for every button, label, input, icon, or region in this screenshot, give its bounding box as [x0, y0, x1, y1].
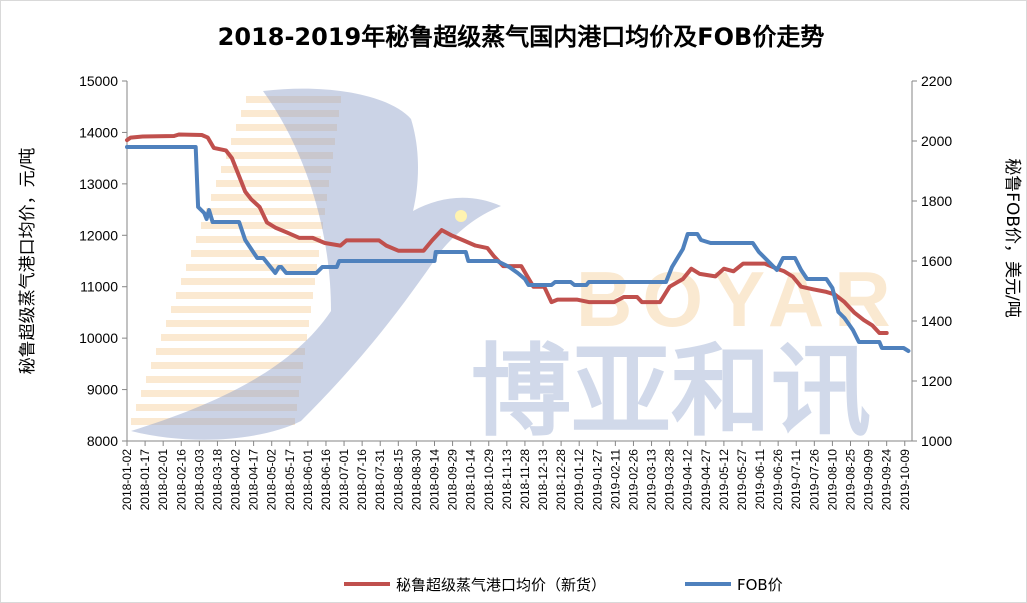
watermark-stripe: [146, 376, 301, 383]
watermark-stripe: [156, 348, 305, 355]
left-axis-label: 秘鲁超级蒸气港口均价，元/吨: [18, 148, 38, 375]
x-tick-label: 2019-01-27: [590, 449, 604, 511]
left-tick-label: 10000: [79, 330, 118, 346]
watermark-stripe: [221, 166, 331, 173]
watermark-stripe: [241, 110, 339, 117]
watermark-stripe: [131, 418, 295, 425]
watermark-stripe: [136, 404, 297, 411]
left-tick-label: 9000: [87, 382, 118, 398]
x-tick-label: 2018-03-03: [192, 449, 206, 511]
x-tick-label: 2018-11-28: [518, 449, 532, 510]
watermark-stripe: [196, 236, 321, 243]
x-tick-label: 2018-08-15: [391, 449, 405, 511]
chart-title: 2018-2019年秘鲁超级蒸气国内港口均价及FOB价走势: [218, 23, 825, 51]
x-tick-label: 2019-03-13: [645, 449, 659, 511]
x-tick-label: 2018-10-14: [464, 449, 478, 511]
right-tick-label: 2200: [921, 73, 952, 89]
x-tick-label: 2018-12-13: [536, 449, 550, 511]
axes: 8000 9000 10000 11000 12000 13000 14000 15000 10…: [79, 73, 952, 510]
left-tick-label: 15000: [79, 73, 118, 89]
x-tick-label: 2019-05-27: [735, 449, 749, 511]
right-axis-label: 秘鲁FOB价，美元/吨: [1002, 158, 1022, 318]
right-tick-label: 1000: [921, 433, 952, 449]
x-tick-label: 2019-05-12: [717, 449, 731, 511]
x-tick-label: 2019-09-09: [862, 449, 876, 511]
left-tick-label: 13000: [79, 176, 118, 192]
watermark-stripe: [236, 124, 337, 131]
x-tick-label: 2019-06-26: [771, 449, 785, 511]
watermark-stripe: [206, 208, 325, 215]
x-tick-label: 2018-07-01: [337, 449, 351, 511]
x-tick-label: 2018-09-29: [446, 449, 460, 511]
x-tick-label: 2018-04-17: [247, 449, 261, 511]
watermark-stripe: [186, 264, 317, 271]
watermark-stripe: [211, 194, 327, 201]
x-tick-label: 2018-05-17: [283, 449, 297, 511]
x-tick-label: 2019-04-12: [681, 449, 695, 511]
watermark-stripe: [201, 222, 323, 229]
right-tick-label: 2000: [921, 133, 952, 149]
x-tick-label: 2019-02-11: [608, 449, 622, 510]
x-tick-label: 2018-05-02: [265, 449, 279, 511]
watermark-stripe: [166, 320, 309, 327]
x-tick-label: 2018-03-18: [210, 449, 224, 511]
x-tick-label: 2018-02-16: [174, 449, 188, 511]
watermark-stripe: [171, 306, 311, 313]
watermark-stripe: [226, 152, 333, 159]
x-tick-label: 2019-10-09: [898, 449, 912, 511]
x-tick-label: 2019-06-11: [753, 449, 767, 510]
x-tick-label: 2019-01-12: [572, 449, 586, 511]
x-tick-label: 2019-02-26: [626, 449, 640, 511]
x-tick-label: 2018-01-17: [138, 449, 152, 511]
x-tick-label: 2018-02-01: [156, 449, 170, 511]
right-tick-label: 1200: [921, 373, 952, 389]
right-tick-label: 1600: [921, 253, 952, 269]
series-line-fob-price: [125, 145, 911, 353]
x-tick-label: 2018-12-28: [554, 449, 568, 511]
x-tick-label: 2018-07-16: [355, 449, 369, 511]
left-tick-label: 11000: [80, 279, 118, 295]
left-tick-label: 8000: [87, 433, 118, 449]
watermark-stripe: [231, 138, 335, 145]
watermark-stripe: [181, 278, 315, 285]
watermark-stripe: [141, 390, 299, 397]
legend-label-fob: FOB价: [737, 576, 783, 594]
x-tick-label: 2018-06-01: [301, 449, 315, 511]
series-layer: [125, 132, 911, 353]
legend: 秘鲁超级蒸气港口均价（新货） FOB价: [344, 576, 783, 594]
watermark-stripe: [246, 96, 341, 103]
x-tick-label: 2019-03-28: [663, 449, 677, 511]
x-tick-label: 2019-07-26: [807, 449, 821, 511]
x-tick-label: 2019-08-25: [844, 449, 858, 511]
x-tick-label: 2018-09-14: [427, 449, 441, 511]
watermark-stripe: [176, 292, 313, 299]
x-tick-label: 2018-10-29: [482, 449, 496, 511]
x-tick-label: 2019-09-24: [880, 449, 894, 511]
watermark-stripe: [161, 334, 307, 341]
x-tick-label: 2018-04-02: [229, 449, 243, 511]
x-tick-label: 2019-04-27: [699, 449, 713, 511]
legend-label-price: 秘鲁超级蒸气港口均价（新货）: [396, 576, 606, 594]
x-tick-label: 2018-07-31: [373, 449, 387, 511]
watermark-stripe: [151, 362, 303, 369]
right-tick-label: 1400: [921, 313, 952, 329]
x-tick-label: 2018-11-13: [500, 449, 514, 510]
left-tick-label: 14000: [79, 124, 118, 140]
watermark-cjk: 博亚和讯: [471, 333, 871, 450]
right-tick-label: 1800: [921, 193, 952, 209]
watermark-stripe: [216, 180, 329, 187]
x-tick-label: 2018-06-16: [319, 449, 333, 511]
left-tick-label: 12000: [79, 227, 118, 243]
x-tick-label: 2018-01-02: [120, 449, 134, 511]
x-tick-label: 2019-08-10: [825, 449, 839, 511]
x-tick-label: 2019-07-11: [789, 449, 803, 510]
x-tick-label: 2018-08-30: [409, 449, 423, 511]
